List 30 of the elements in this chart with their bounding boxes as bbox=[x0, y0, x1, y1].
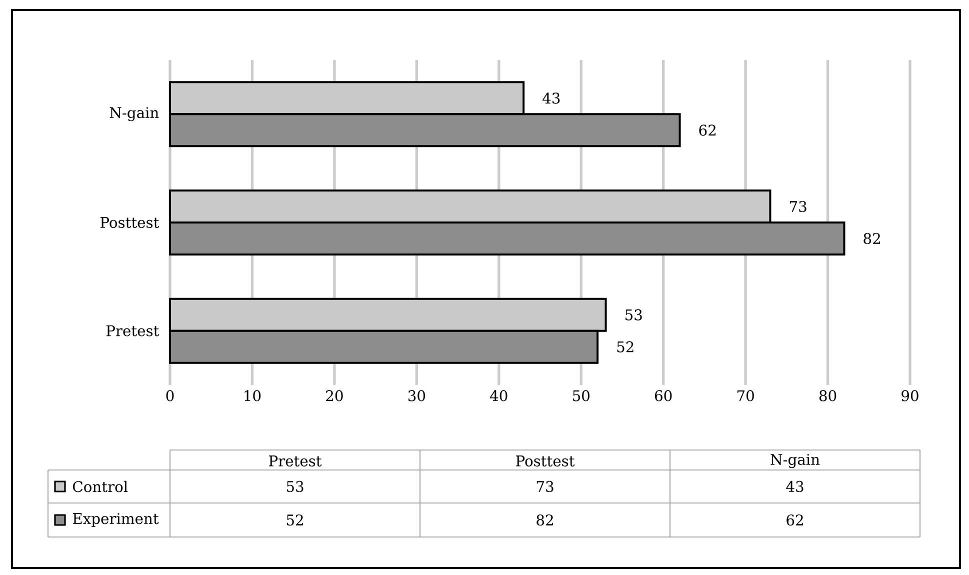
text: 82 bbox=[536, 514, 553, 526]
category-label: Pretest bbox=[269, 456, 322, 466]
data-label: 73 bbox=[790, 200, 806, 212]
y-tick-label: Posttest bbox=[100, 217, 160, 228]
x-tick-label: 0 bbox=[166, 390, 174, 402]
x-tick-label: 60 bbox=[654, 390, 672, 402]
category-label: N-gain bbox=[770, 454, 820, 468]
data-label: 82 bbox=[864, 232, 880, 244]
text: 62 bbox=[786, 514, 803, 526]
data-label: 43 bbox=[542, 92, 560, 104]
x-tick-label: 90 bbox=[902, 390, 918, 402]
x-tick-label: 10 bbox=[244, 390, 261, 402]
text: 52 bbox=[286, 514, 303, 526]
x-tick-label: 70 bbox=[737, 390, 754, 402]
y-tick-label: Pretest bbox=[106, 325, 160, 336]
x-tick-label: 20 bbox=[326, 390, 343, 402]
text: 53 bbox=[286, 480, 304, 492]
y-tick-label: N-gain bbox=[110, 107, 159, 122]
x-tick-label: 80 bbox=[819, 390, 836, 402]
text: 73 bbox=[536, 480, 554, 492]
data-label: 53 bbox=[626, 309, 642, 320]
text: 43 bbox=[786, 480, 804, 492]
legend-label: Control bbox=[72, 480, 128, 492]
data-label: 52 bbox=[617, 341, 634, 352]
x-tick-label: 30 bbox=[408, 390, 426, 402]
x-tick-label: 40 bbox=[490, 390, 508, 402]
x-tick-label: 50 bbox=[573, 390, 590, 402]
category-label: Posttest bbox=[516, 456, 575, 466]
legend-label: Experiment bbox=[72, 513, 159, 527]
data-label: 62 bbox=[699, 124, 716, 136]
